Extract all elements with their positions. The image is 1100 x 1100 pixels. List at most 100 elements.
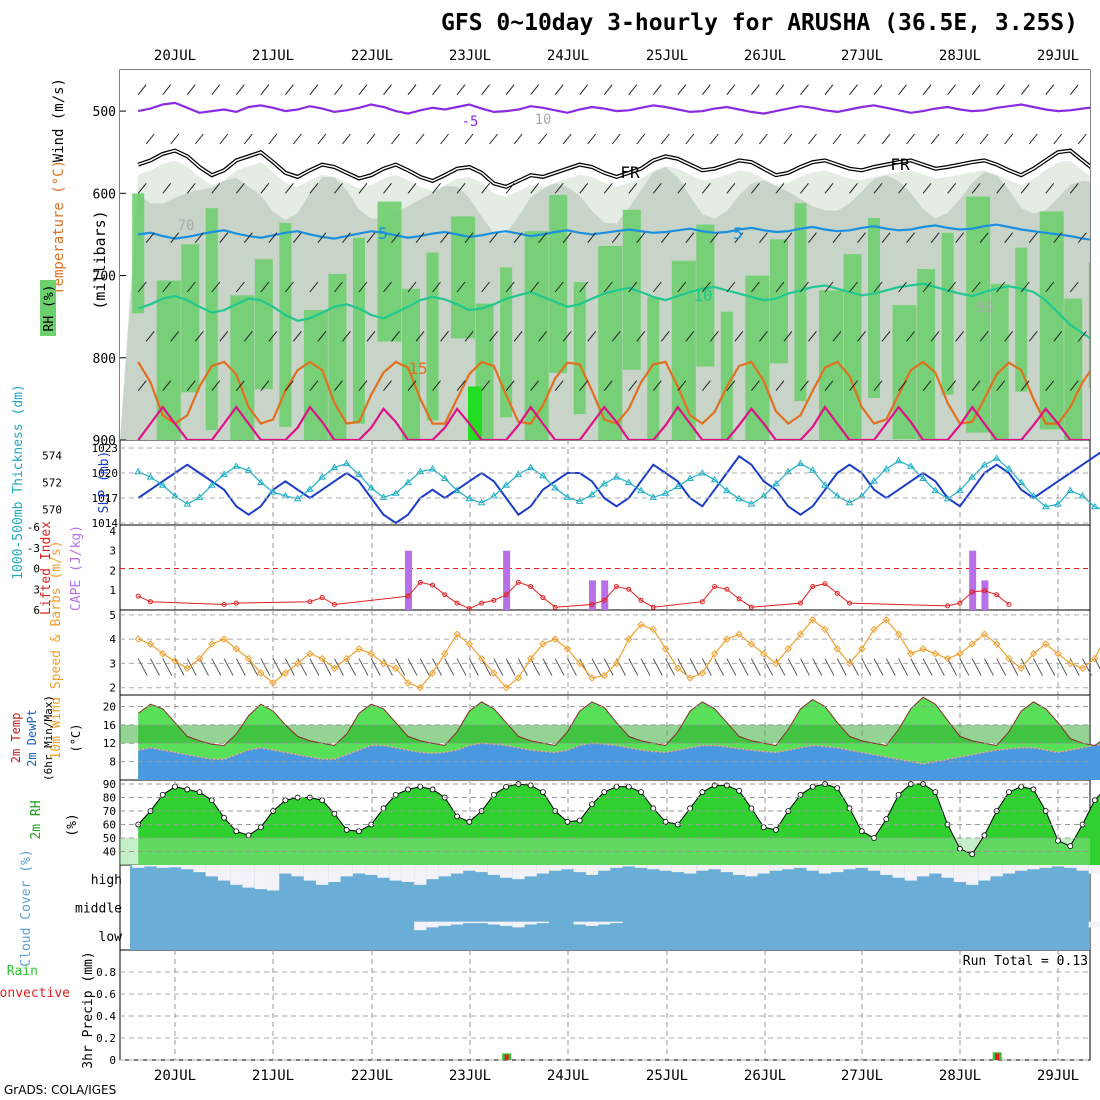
cloud-bar-high [524, 865, 537, 877]
date-label-bottom: 28JUL [939, 1068, 981, 1084]
wind-barb [709, 232, 719, 243]
thickness-marker [195, 493, 204, 500]
ylabel-precip-conv: Convective [0, 986, 70, 1001]
wind-barb [334, 84, 343, 95]
li-tick: 6 [33, 604, 40, 617]
rh2m-marker [601, 789, 608, 796]
cloud-bar-high [168, 865, 182, 868]
rh2m-marker [773, 827, 779, 833]
wind-speed-marker [490, 669, 498, 677]
surface-wind-barb [701, 658, 712, 676]
wind-barb [1028, 133, 1038, 145]
cloud-bar-low [414, 921, 427, 931]
li-marker [405, 593, 411, 599]
rh2m-marker [331, 810, 338, 817]
wind-barb [505, 380, 515, 391]
wind-barb [857, 133, 866, 145]
cloud-bar-high [867, 865, 881, 871]
wind-barb [415, 331, 425, 342]
rh2m-marker [1006, 789, 1012, 796]
cloud-bar-high [929, 865, 942, 874]
ylabel-precip: 3hr Precip (mm) [81, 951, 96, 1068]
thickness-marker [894, 456, 903, 464]
thickness-marker [330, 463, 339, 471]
rh-shade-90 [843, 254, 862, 440]
wind-barb [726, 281, 736, 293]
wind-barb [284, 281, 294, 293]
date-label-bottom: 25JUL [646, 1068, 688, 1084]
rh-shade-90 [549, 194, 568, 373]
li-tick: 3 [33, 583, 40, 596]
wind-barb [456, 183, 466, 194]
wind-barb [530, 380, 540, 391]
panel-frame-precip [119, 949, 1091, 1061]
rh-shade-90 [1015, 247, 1028, 392]
isotherm-fr-inner [137, 149, 1090, 188]
wind-speed-marker [833, 645, 841, 653]
wind-barb [170, 232, 180, 243]
wind-speed-marker [281, 669, 290, 677]
surface-wind-barb [603, 658, 614, 676]
wind-speed-marker [293, 659, 302, 668]
wind-speed-marker [625, 635, 633, 643]
date-label-bottom: 21JUL [252, 1068, 294, 1084]
wind-barb [358, 281, 368, 293]
wind-barb [538, 133, 548, 145]
thickness-marker [269, 487, 277, 495]
wind-barb [284, 183, 294, 194]
li-marker [994, 592, 1000, 598]
wind-barb [832, 331, 842, 342]
rh2m-marker [1030, 786, 1037, 793]
cloud-bar-high [389, 865, 402, 881]
wind-barb [709, 331, 719, 342]
wind-barb [554, 84, 564, 95]
rh2m-marker [466, 818, 473, 825]
cloud-bar-high [892, 865, 905, 878]
cloud-bar-low [499, 921, 513, 926]
wind-barb [162, 380, 172, 391]
li-marker [810, 583, 816, 589]
wind-barb [358, 183, 368, 194]
wind-barb [1020, 183, 1030, 194]
surface-wind-barb [898, 658, 909, 676]
rh2m-marker [405, 786, 411, 793]
ylabel-rh2m: 2m RH [29, 800, 44, 839]
thickness-marker [526, 463, 535, 471]
thickness-marker [477, 498, 486, 506]
surface-wind-barb [419, 658, 430, 676]
dewpoint-line [138, 742, 1100, 765]
surface-wind-barb [505, 658, 516, 676]
date-label-top: 22JUL [351, 48, 393, 64]
surface-wind-barb [530, 658, 541, 676]
wind-barb [456, 84, 466, 95]
cloud-bar-high [512, 865, 525, 880]
surface-wind-barb [358, 658, 369, 676]
wind-barb [824, 84, 834, 95]
wind-barb [391, 232, 400, 243]
wind-barb [554, 281, 564, 293]
rh2m-marker [454, 813, 460, 820]
thickness-marker [428, 465, 437, 472]
cloud-bar-high [990, 865, 1003, 877]
thickness-marker [232, 462, 241, 469]
wind-barb [489, 232, 498, 243]
wind-barb [186, 183, 196, 194]
li-marker [614, 583, 619, 589]
wind-barb [751, 84, 760, 95]
wind-barb [800, 84, 809, 95]
thickness-marker [772, 479, 780, 487]
cloud-bar-high [193, 865, 206, 873]
cape-bar [588, 580, 596, 610]
cloud-bar-low [487, 921, 500, 925]
rh-shade-90 [426, 252, 439, 421]
cloud-bar-high [683, 865, 697, 874]
wind-barb [783, 331, 793, 342]
rh-shade-90 [573, 282, 586, 415]
wind-speed-marker [244, 654, 253, 663]
contour-label: FR [890, 155, 910, 174]
li-marker [589, 601, 595, 607]
date-label-bottom: 22JUL [351, 1068, 393, 1084]
wind-barb [334, 380, 343, 391]
wind-speed-marker [796, 630, 805, 638]
rh2m-marker [589, 801, 595, 808]
